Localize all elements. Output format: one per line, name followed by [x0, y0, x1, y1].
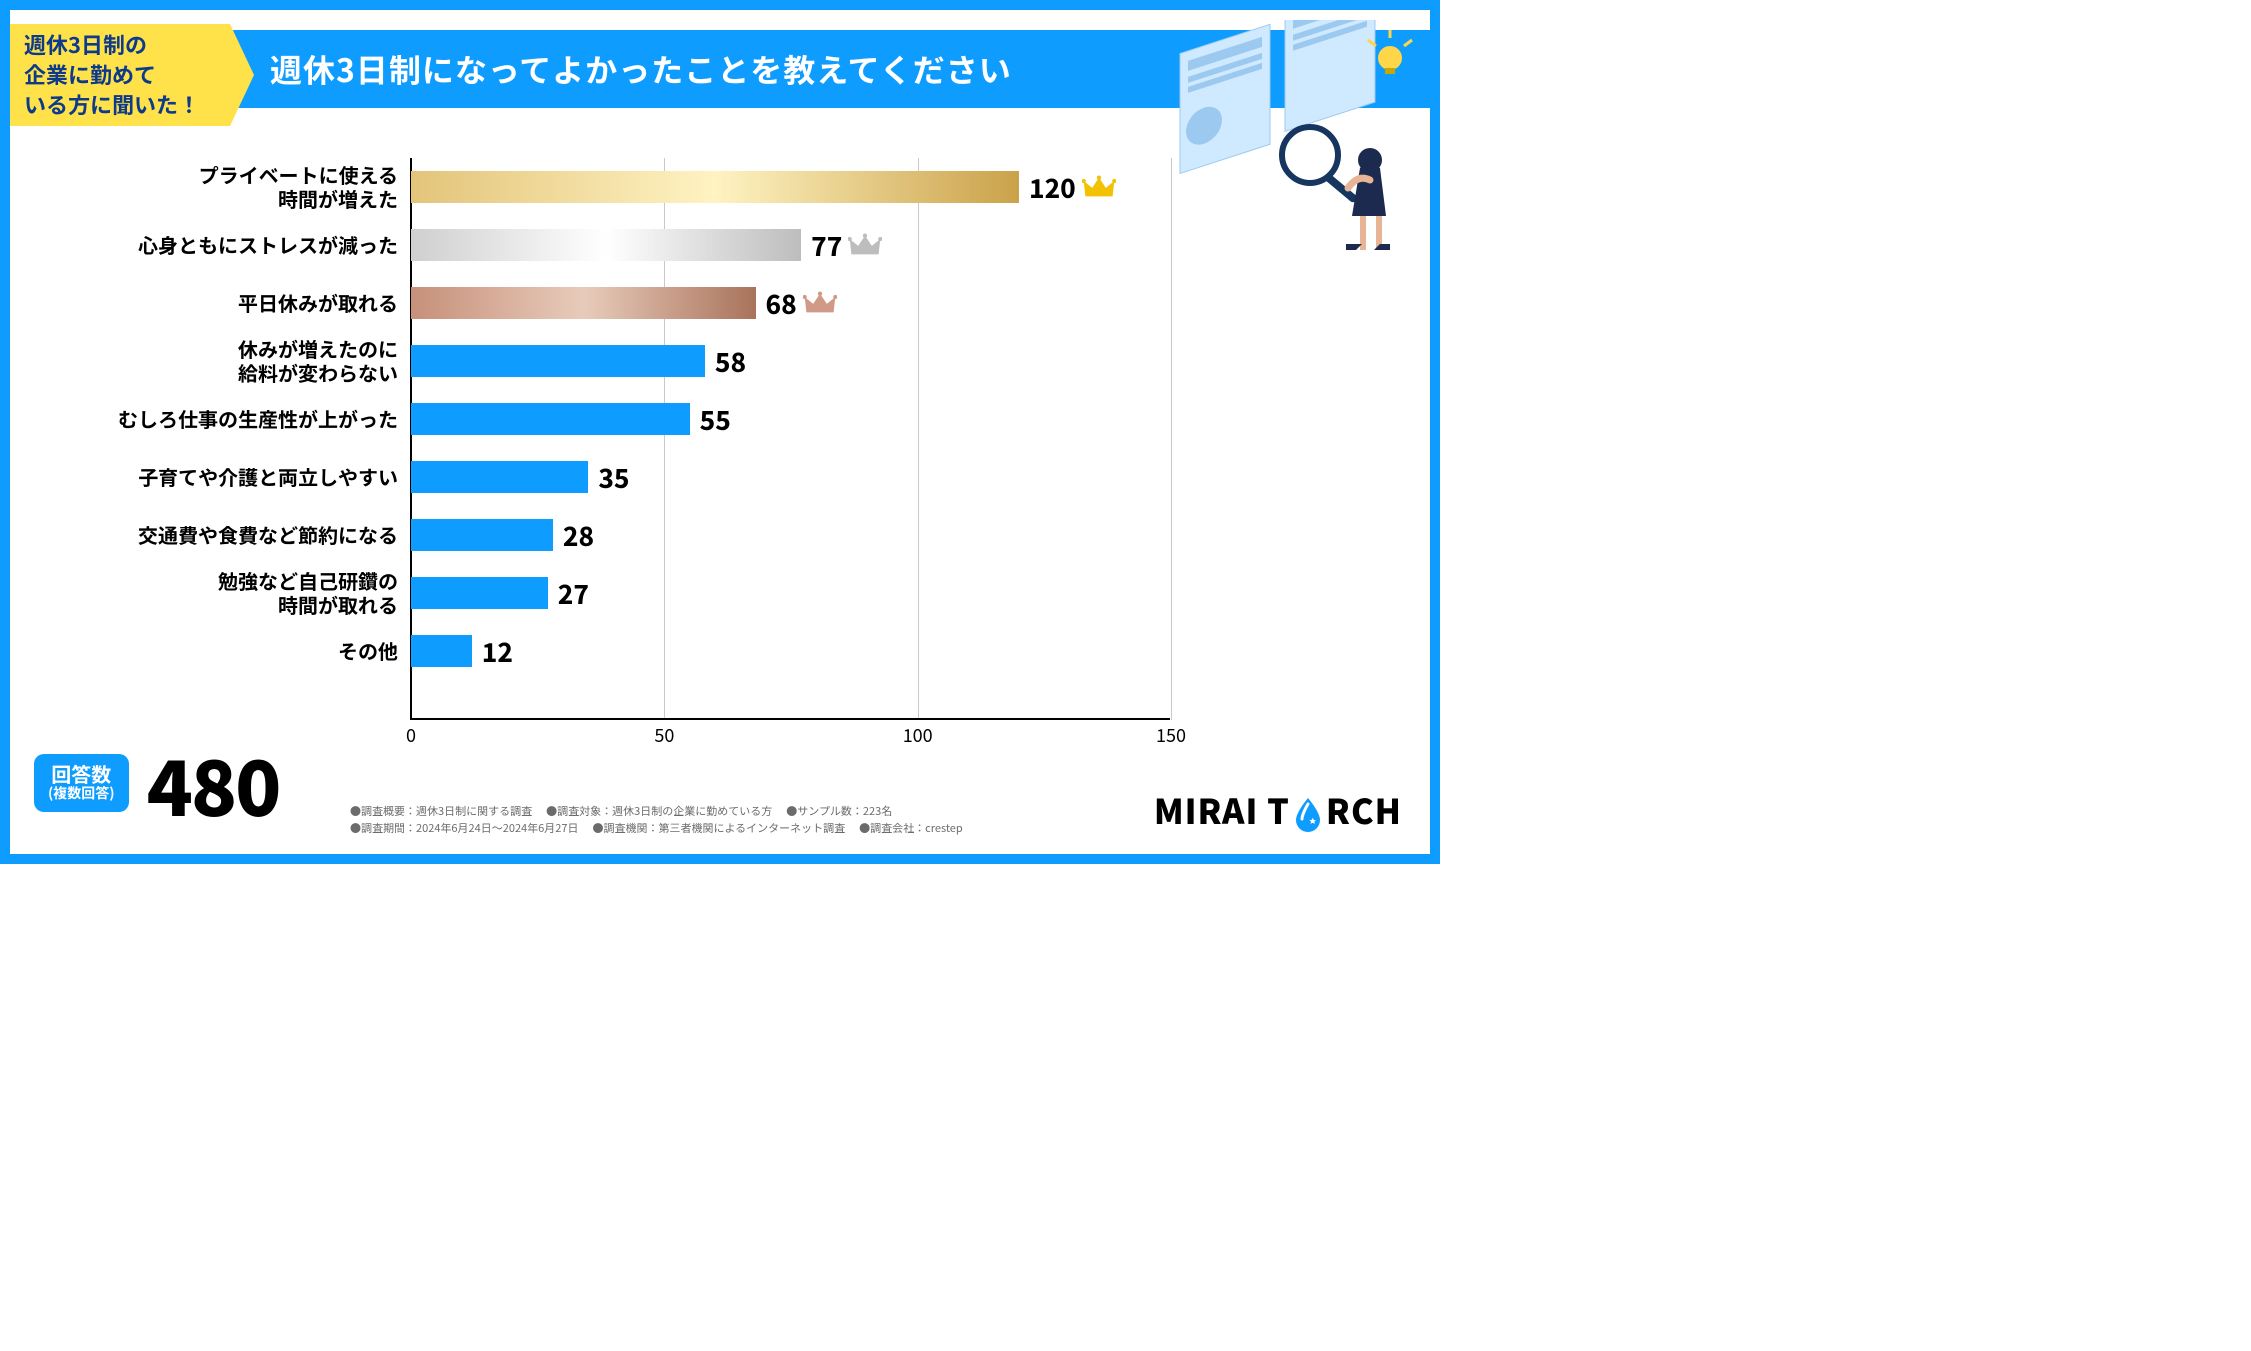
response-count: 回答数 (複数回答) 480: [34, 728, 279, 838]
bar-value: 12: [482, 633, 513, 670]
bar-label: むしろ仕事の生産性が上がった: [80, 407, 398, 431]
survey-tag-text: 週休3日制の 企業に勤めて いる方に聞いた！: [24, 30, 200, 119]
bar-label: プライベートに使える 時間が増えた: [80, 163, 398, 211]
bar-label: 平日休みが取れる: [80, 291, 398, 315]
x-tick-label: 100: [903, 722, 933, 748]
meta-item: ●調査概要：週休3日制に関する調査: [350, 803, 532, 819]
bar-label: その他: [80, 639, 398, 663]
crown-icon: [1082, 174, 1116, 200]
bar: [411, 461, 588, 493]
bar: [411, 345, 705, 377]
bar-value: 35: [598, 459, 629, 496]
bar-value: 68: [766, 285, 837, 322]
crown-icon: [803, 290, 837, 316]
x-tick-label: 50: [654, 722, 674, 748]
count-label-2: (複数回答): [48, 785, 115, 801]
chart-row: プライベートに使える 時間が増えた 120: [80, 166, 1200, 208]
meta-item: ●調査会社：crestep: [859, 820, 963, 836]
bar-label: 休みが増えたのに 給料が変わらない: [80, 337, 398, 385]
response-count-pill: 回答数 (複数回答): [34, 754, 129, 811]
bar-value: 28: [563, 517, 594, 554]
meta-item: ●サンプル数：223名: [786, 803, 892, 819]
bar: [411, 577, 548, 609]
logo-drop-icon: [1294, 793, 1322, 827]
chart-row: 勉強など自己研鑽の 時間が取れる 27: [80, 572, 1200, 614]
bar-value: 27: [558, 575, 589, 612]
chart-row: 平日休みが取れる 68: [80, 282, 1200, 324]
meta-item: ●調査機関：第三者機関によるインターネット調査: [592, 820, 845, 836]
x-tick-label: 150: [1156, 722, 1186, 748]
x-axis-line: [410, 718, 1170, 720]
meta-item: ●調査対象：週休3日制の企業に勤めている方: [546, 803, 772, 819]
chart-row: むしろ仕事の生産性が上がった 55: [80, 398, 1200, 440]
crown-icon: [848, 232, 882, 258]
response-count-value: 480: [147, 728, 280, 838]
bar-label: 心身ともにストレスが減った: [80, 233, 398, 257]
chart-row: その他 12: [80, 630, 1200, 672]
bar: [411, 635, 472, 667]
bar-value: 120: [1029, 169, 1116, 206]
chart-row: 交通費や食費など節約になる 28: [80, 514, 1200, 556]
bar: [411, 287, 756, 319]
chart-row: 休みが増えたのに 給料が変わらない 58: [80, 340, 1200, 382]
infographic-frame: 週休3日制になってよかったことを教えてください 週休3日制の 企業に勤めて いる…: [0, 0, 1440, 864]
logo-text-left: MIRAI T: [1154, 785, 1290, 834]
bar-label: 子育てや介護と両立しやすい: [80, 465, 398, 489]
logo-text-right: RCH: [1326, 785, 1402, 834]
bar: [411, 229, 801, 261]
brand-logo: MIRAI T RCH: [1154, 785, 1402, 834]
bar: [411, 403, 690, 435]
bar: [411, 519, 553, 551]
bar-chart: プライベートに使える 時間が増えた120心身ともにストレスが減った77平日休みが…: [80, 158, 1200, 748]
bar-label: 交通費や食費など節約になる: [80, 523, 398, 547]
meta-item: ●調査期間：2024年6月24日〜2024年6月27日: [350, 820, 578, 836]
page-title: 週休3日制になってよかったことを教えてください: [270, 46, 1012, 92]
chart-row: 心身ともにストレスが減った 77: [80, 224, 1200, 266]
chart-row: 子育てや介護と両立しやすい 35: [80, 456, 1200, 498]
bar-value: 55: [700, 401, 731, 438]
x-tick-label: 0: [406, 722, 416, 748]
bar-value: 77: [811, 227, 882, 264]
bar-value: 58: [715, 343, 746, 380]
count-label-1: 回答数: [48, 762, 115, 785]
survey-metadata: ●調査概要：週休3日制に関する調査 ●調査対象：週休3日制の企業に勤めている方 ●サ…: [350, 803, 1010, 838]
bar-label: 勉強など自己研鑽の 時間が取れる: [80, 569, 398, 617]
survey-tag-ribbon: 週休3日制の 企業に勤めて いる方に聞いた！: [10, 24, 230, 126]
bar: [411, 171, 1019, 203]
